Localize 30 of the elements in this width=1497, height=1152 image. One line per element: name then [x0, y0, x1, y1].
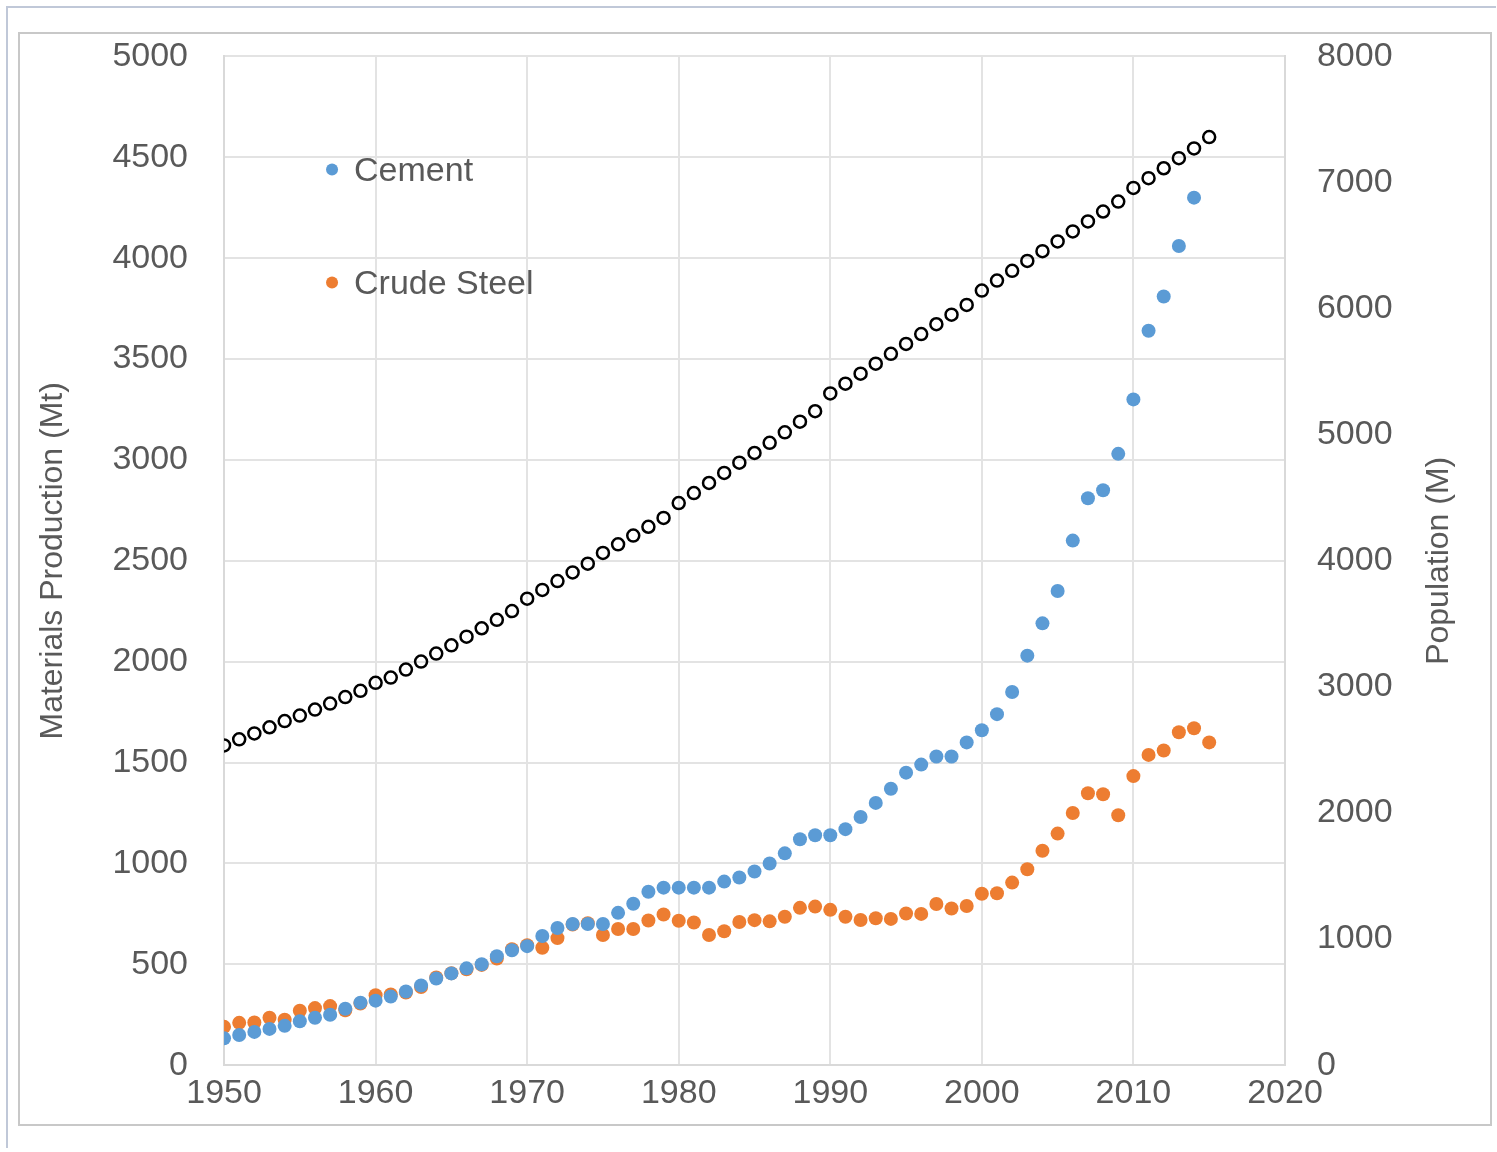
y-tick-label: 1500: [112, 740, 189, 779]
y2-tick-label: 5000: [1316, 413, 1393, 452]
y-tick-label: 3500: [112, 337, 189, 376]
x-tick-label: 2000: [944, 1071, 1020, 1110]
y-tick-label: 0: [169, 1043, 189, 1082]
x-tick-label: 1990: [792, 1071, 869, 1110]
y2-axis-title: Population (M): [1418, 456, 1455, 665]
y-tick-label: 2500: [112, 539, 189, 578]
y2-tick-label: 1000: [1316, 917, 1393, 956]
y-tick-label: 4500: [112, 135, 189, 174]
y-tick-label: 500: [131, 942, 189, 981]
x-tick-label: 1980: [640, 1071, 717, 1110]
y-axis-title: Materials Production (Mt): [33, 382, 70, 740]
x-tick-label: 2010: [1095, 1071, 1172, 1110]
legend-label: Cement: [354, 149, 474, 188]
legend-label: Crude Steel: [354, 262, 534, 301]
y2-tick-label: 2000: [1316, 791, 1393, 830]
x-tick-label: 1960: [337, 1071, 414, 1110]
y2-tick-label: 3000: [1316, 665, 1393, 704]
y-tick-label: 5000: [112, 34, 189, 73]
y-tick-label: 3000: [112, 438, 189, 477]
x-tick-label: 1970: [489, 1071, 565, 1110]
y-tick-label: 2000: [112, 640, 189, 679]
y2-tick-label: 8000: [1316, 34, 1393, 73]
y-tick-label: 4000: [112, 236, 189, 275]
y2-tick-label: 4000: [1316, 539, 1393, 578]
y2-tick-label: 6000: [1316, 286, 1393, 325]
y2-tick-label: 7000: [1316, 160, 1393, 199]
x-tick-label: 1950: [186, 1071, 262, 1110]
y-tick-label: 1000: [112, 841, 189, 880]
